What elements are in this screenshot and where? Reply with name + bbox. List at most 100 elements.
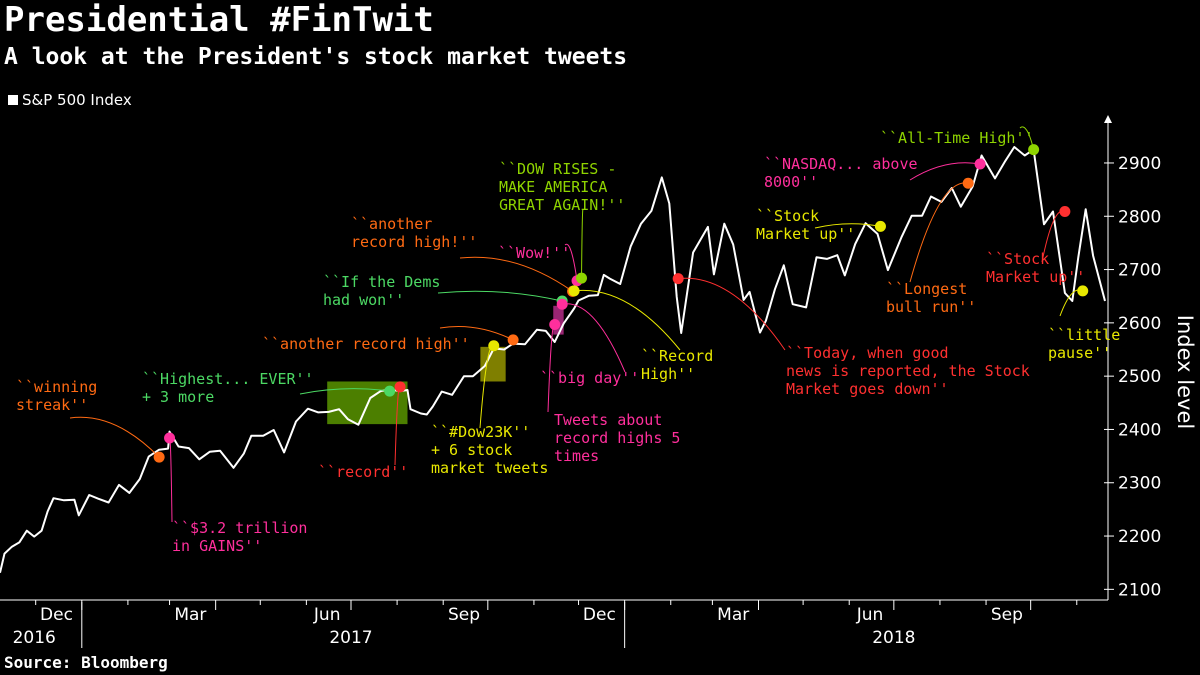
y-tick-label: 2200 — [1118, 527, 1161, 547]
annotation-marker — [556, 298, 568, 310]
annotation-text: + 3 more — [142, 388, 214, 406]
annotation-connector — [439, 326, 514, 341]
y-tick-label: 2900 — [1118, 154, 1161, 174]
annotation-text: 8000'' — [764, 173, 818, 191]
annotation-text: had won'' — [323, 291, 404, 309]
annotation-marker — [394, 381, 406, 393]
y-tick-label: 2500 — [1118, 367, 1161, 387]
annotation-text: GREAT AGAIN!'' — [499, 196, 625, 214]
chart-title: Presidential #FinTwit — [4, 0, 434, 40]
year-label: 2017 — [329, 628, 372, 648]
legend: S&P 500 Index — [8, 91, 132, 109]
annotation-text: Market up'' — [986, 268, 1085, 286]
annotation-text: ``NASDAQ... above — [764, 155, 918, 173]
axes: 2100 2200 2300 2400 2500 2600 2700 2800 2900 Dec M… — [0, 115, 1161, 648]
y-tick-label: 2600 — [1118, 314, 1161, 334]
x-tick-label: Dec — [583, 605, 616, 625]
y-axis-arrow — [1104, 115, 1112, 123]
annotation-connector — [814, 223, 881, 229]
y-tick-label: 2800 — [1118, 207, 1161, 227]
annotation-text: ``$3.2 trillion — [172, 519, 307, 537]
annotation-17: ``All-Time High'' — [880, 126, 1040, 156]
x-tick-label: Sep — [448, 605, 480, 625]
annotation-connector — [437, 290, 563, 302]
annotation-marker — [488, 340, 500, 352]
annotation-text: ``DOW RISES - — [499, 160, 616, 178]
x-tick-label: Mar — [174, 605, 206, 625]
annotation-text: + 6 stock — [431, 441, 512, 459]
annotation-connector — [909, 162, 981, 181]
annotation-marker — [962, 177, 974, 189]
x-tick-label: Jun — [313, 605, 341, 625]
annotation-text: ``All-Time High'' — [880, 129, 1034, 147]
annotation-text: ``winning — [16, 378, 97, 396]
annotation-connector — [678, 277, 786, 351]
annotation-text: record highs 5 — [554, 429, 680, 447]
annotation-marker — [672, 273, 684, 285]
annotation-text: ``Wow!'' — [498, 244, 570, 262]
annotation-2: ``Highest... EVER''+ 3 more — [142, 370, 396, 406]
annotation-marker — [507, 334, 519, 346]
annotation-text: news is reported, the Stock — [786, 362, 1030, 380]
series-layer — [0, 146, 1106, 574]
annotation-marker — [1077, 285, 1089, 297]
y-axis-label: Index level — [1173, 315, 1197, 429]
annotation-text: Market up'' — [756, 225, 855, 243]
annotation-4: ``another record high'' — [262, 326, 519, 353]
annotation-connector — [299, 388, 390, 395]
x-tick-label: Jun — [856, 605, 884, 625]
annotation-marker — [549, 318, 561, 330]
annotation-text: bull run'' — [886, 298, 976, 316]
annotation-text: ``Stock — [756, 207, 819, 225]
annotation-text: ``Highest... EVER'' — [142, 370, 314, 388]
annotation-connector — [169, 437, 173, 523]
annotation-text: ``Longest — [886, 280, 967, 298]
annotation-marker — [576, 272, 588, 284]
chart-subtitle: A look at the President's stock market t… — [4, 44, 628, 70]
annotation-marker — [874, 220, 886, 232]
source-note: Source: Bloomberg — [4, 653, 168, 672]
annotation-text: in GAINS'' — [172, 537, 262, 555]
annotation-marker — [1028, 144, 1040, 156]
annotation-marker — [153, 451, 165, 463]
highlight-box-2 — [553, 305, 564, 335]
year-label: 2018 — [872, 628, 915, 648]
annotation-text: market tweets — [431, 459, 548, 477]
annotation-marker — [974, 158, 986, 170]
annotation-text: pause'' — [1048, 344, 1111, 362]
annotation-text: MAKE AMERICA — [499, 178, 607, 196]
annotation-text: ``another record high'' — [262, 335, 470, 353]
annotation-marker — [568, 285, 580, 297]
annotation-text: ``another — [351, 215, 432, 233]
annotation-connector — [69, 416, 160, 458]
annotation-text: ``Record — [641, 347, 713, 365]
annotation-text: Tweets about — [554, 411, 662, 429]
annotation-text: High'' — [641, 365, 695, 383]
annotation-text: record high!'' — [351, 233, 477, 251]
highlight-bands — [327, 305, 564, 425]
annotation-8: ``Wow!'' — [498, 243, 583, 287]
x-tick-label: Dec — [40, 605, 73, 625]
annotation-text: ``#Dow23K'' — [431, 423, 530, 441]
annotation-3: ``record'' — [318, 381, 408, 481]
annotation-connector — [564, 243, 578, 281]
y-tick-label: 2300 — [1118, 474, 1161, 494]
annotation-11: ``big day'' — [540, 298, 639, 387]
annotation-connector — [574, 289, 681, 351]
annotation-text: Market goes down'' — [786, 380, 949, 398]
